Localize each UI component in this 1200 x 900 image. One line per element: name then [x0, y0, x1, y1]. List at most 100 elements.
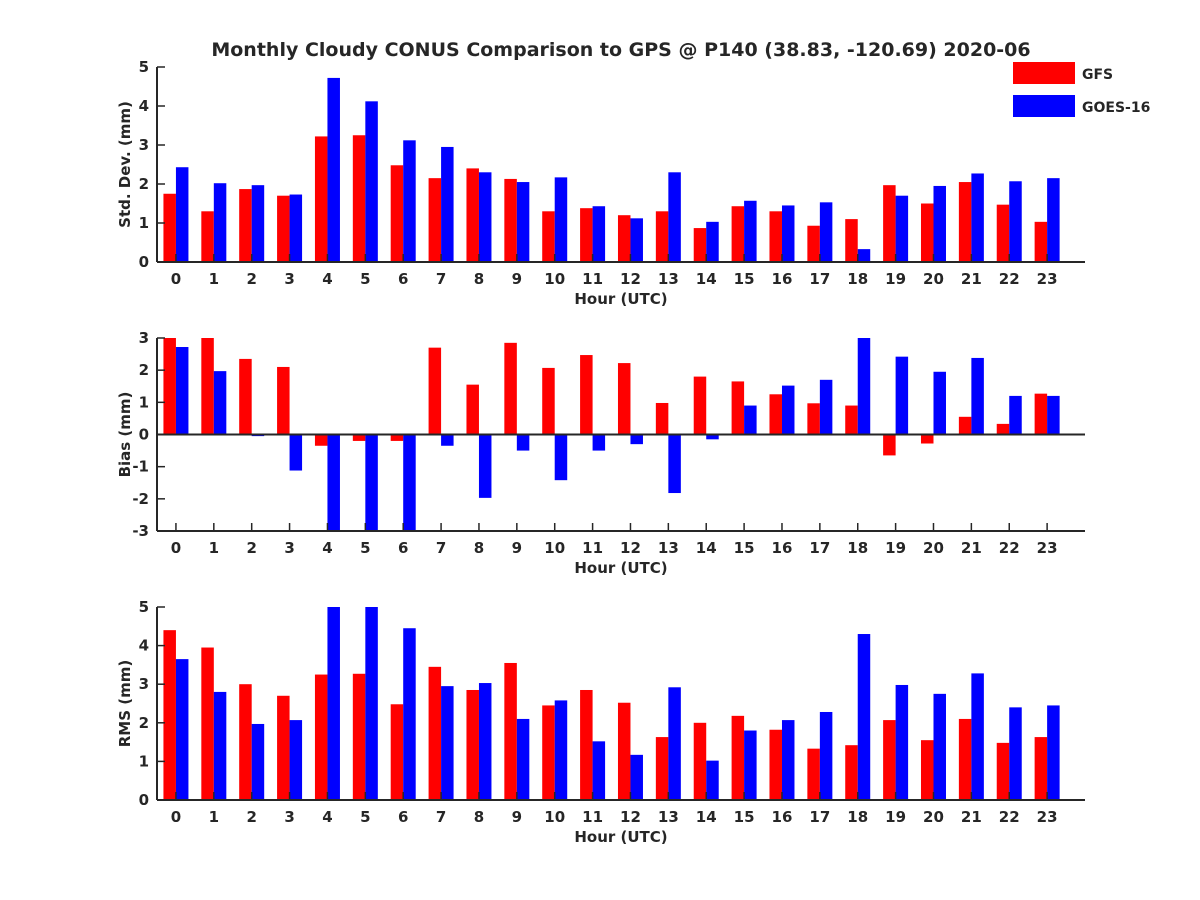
- legend-swatch-goes16: [1013, 95, 1075, 117]
- bar-rms-gfs-4: [315, 675, 328, 800]
- x-tick-label-bias: 4: [322, 539, 332, 557]
- bar-rms-gfs-1: [201, 648, 214, 800]
- bar-bias-gfs-4: [315, 435, 328, 446]
- bar-bias-gfs-2: [239, 359, 252, 435]
- x-tick-label-rms: 18: [847, 808, 868, 826]
- bar-stddev-goes16-14: [706, 222, 719, 262]
- bar-stddev-goes16-11: [593, 206, 606, 262]
- x-tick-label-rms: 21: [961, 808, 982, 826]
- x-tick-label-stddev: 3: [284, 270, 294, 288]
- x-tick-label-bias: 19: [885, 539, 906, 557]
- bar-stddev-gfs-23: [1035, 222, 1048, 262]
- y-axis-label-stddev: Std. Dev. (mm): [116, 101, 134, 228]
- bar-bias-gfs-13: [656, 403, 669, 435]
- bar-bias-gfs-3: [277, 367, 290, 435]
- x-tick-label-rms: 11: [582, 808, 603, 826]
- bar-stddev-gfs-4: [315, 136, 328, 262]
- y-tick-label-rms: 5: [139, 598, 149, 616]
- x-tick-label-bias: 3: [284, 539, 294, 557]
- bar-stddev-goes16-1: [214, 183, 227, 262]
- bar-rms-gfs-13: [656, 737, 669, 800]
- bar-bias-goes16-18: [858, 338, 871, 435]
- x-tick-label-rms: 15: [734, 808, 755, 826]
- y-tick-label-stddev: 4: [139, 97, 149, 115]
- bar-stddev-goes16-9: [517, 182, 530, 262]
- bar-bias-gfs-10: [542, 368, 555, 435]
- bar-stddev-goes16-0: [176, 167, 189, 262]
- bar-stddev-gfs-15: [732, 206, 745, 262]
- y-tick-label-bias: -1: [132, 458, 149, 476]
- bar-bias-goes16-11: [593, 435, 606, 451]
- x-tick-label-stddev: 17: [809, 270, 830, 288]
- bar-rms-goes16-2: [252, 724, 265, 800]
- bar-stddev-goes16-20: [933, 186, 946, 262]
- y-axis-label-bias: Bias (mm): [116, 392, 134, 478]
- y-tick-label-rms: 3: [139, 675, 149, 693]
- x-tick-label-stddev: 1: [209, 270, 219, 288]
- x-tick-label-bias: 14: [696, 539, 717, 557]
- bar-rms-gfs-7: [429, 667, 442, 800]
- x-tick-label-stddev: 11: [582, 270, 603, 288]
- bar-bias-goes16-19: [896, 357, 909, 435]
- bar-rms-gfs-22: [997, 743, 1010, 800]
- bar-rms-goes16-15: [744, 731, 757, 800]
- x-tick-label-rms: 22: [999, 808, 1020, 826]
- bar-stddev-goes16-21: [971, 173, 984, 262]
- bar-stddev-goes16-10: [555, 177, 568, 262]
- x-tick-label-stddev: 19: [885, 270, 906, 288]
- bar-rms-goes16-19: [896, 685, 909, 800]
- x-tick-label-stddev: 20: [923, 270, 944, 288]
- x-tick-label-stddev: 12: [620, 270, 641, 288]
- x-tick-label-stddev: 2: [246, 270, 256, 288]
- bar-rms-gfs-11: [580, 690, 593, 800]
- bar-stddev-goes16-8: [479, 172, 492, 262]
- x-tick-label-stddev: 13: [658, 270, 679, 288]
- bar-rms-goes16-16: [782, 720, 795, 800]
- bar-rms-goes16-9: [517, 719, 530, 800]
- x-tick-label-stddev: 18: [847, 270, 868, 288]
- x-tick-label-bias: 20: [923, 539, 944, 557]
- y-tick-label-stddev: 0: [139, 253, 149, 271]
- y-tick-label-stddev: 1: [139, 214, 149, 232]
- x-tick-label-rms: 12: [620, 808, 641, 826]
- bar-bias-goes16-5: [365, 435, 378, 532]
- bar-stddev-gfs-21: [959, 182, 972, 262]
- x-tick-label-bias: 7: [436, 539, 446, 557]
- bar-rms-goes16-7: [441, 686, 454, 800]
- bar-rms-goes16-18: [858, 634, 871, 800]
- y-tick-label-bias: -2: [132, 490, 149, 508]
- bar-stddev-goes16-15: [744, 201, 757, 262]
- x-tick-label-bias: 11: [582, 539, 603, 557]
- y-tick-label-rms: 4: [139, 637, 149, 655]
- chart-title: Monthly Cloudy CONUS Comparison to GPS @…: [211, 39, 1030, 61]
- bar-rms-goes16-10: [555, 700, 568, 800]
- bar-rms-gfs-14: [694, 723, 707, 800]
- bar-stddev-gfs-17: [807, 226, 820, 262]
- x-tick-label-stddev: 6: [398, 270, 408, 288]
- bar-bias-goes16-3: [290, 435, 303, 471]
- bar-rms-goes16-5: [365, 607, 378, 800]
- y-tick-label-stddev: 5: [139, 58, 149, 76]
- x-tick-label-rms: 14: [696, 808, 717, 826]
- legend-label-goes16: GOES-16: [1082, 100, 1150, 116]
- bar-rms-gfs-17: [807, 749, 820, 800]
- bar-stddev-gfs-16: [769, 211, 782, 262]
- bar-bias-goes16-7: [441, 435, 454, 446]
- bar-rms-gfs-2: [239, 684, 252, 800]
- bar-bias-goes16-6: [403, 435, 416, 532]
- x-tick-label-bias: 2: [246, 539, 256, 557]
- x-tick-label-bias: 10: [544, 539, 565, 557]
- bar-stddev-gfs-19: [883, 185, 896, 262]
- x-tick-label-bias: 23: [1037, 539, 1058, 557]
- bar-stddev-goes16-4: [327, 78, 340, 262]
- bar-rms-gfs-10: [542, 705, 555, 800]
- bar-stddev-gfs-8: [466, 168, 479, 262]
- bar-rms-gfs-3: [277, 696, 290, 800]
- bar-stddev-goes16-13: [668, 172, 681, 262]
- x-tick-label-bias: 13: [658, 539, 679, 557]
- bar-bias-gfs-17: [807, 403, 820, 434]
- bar-rms-goes16-0: [176, 659, 189, 800]
- x-tick-label-bias: 16: [772, 539, 793, 557]
- bar-stddev-gfs-2: [239, 189, 252, 262]
- bar-stddev-goes16-12: [630, 218, 643, 262]
